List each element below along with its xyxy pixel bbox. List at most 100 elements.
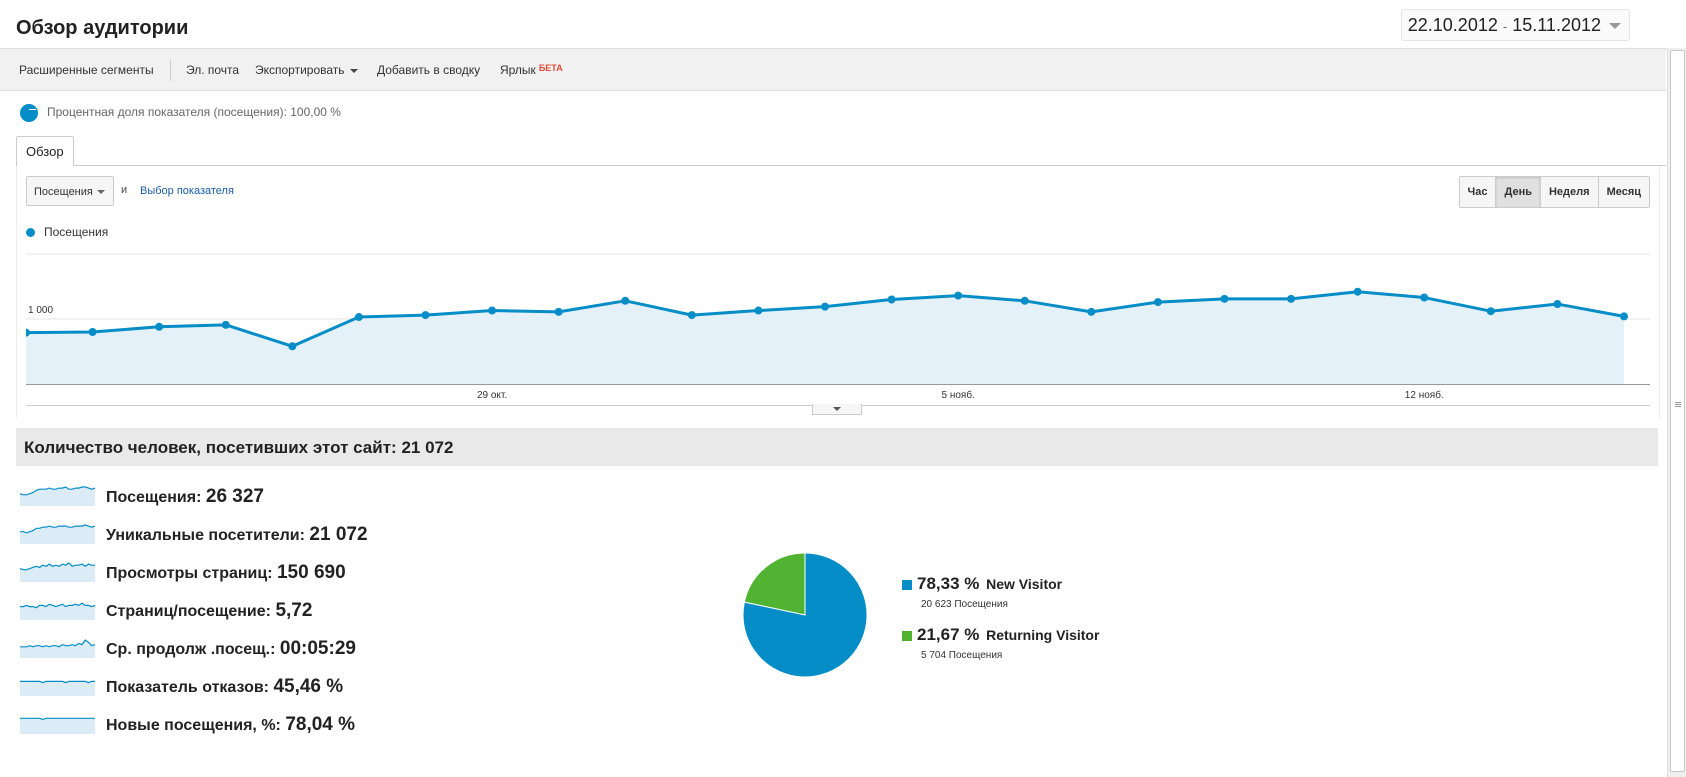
sparkline-line xyxy=(20,602,96,609)
scroll-thumb[interactable] xyxy=(1670,50,1685,772)
sparkline-area xyxy=(20,487,95,506)
data-point xyxy=(554,307,563,316)
visits-line-chart[interactable]: 2 000 1 000 29 окт. 5 нояб. 12 нояб. xyxy=(26,248,1650,408)
sparkline-area xyxy=(20,640,95,658)
vertical-scrollbar[interactable] xyxy=(1667,48,1686,777)
legend-new-name: New Visitor xyxy=(986,576,1063,592)
visitor-type-pie-chart[interactable] xyxy=(740,550,870,680)
data-point xyxy=(288,342,297,351)
legend-swatch-returning xyxy=(902,631,912,641)
shortcut-label: Ярлык xyxy=(500,63,536,77)
sparkline-line xyxy=(20,639,96,648)
stat-text: Уникальные посетители: 21 072 xyxy=(106,524,368,546)
chart-panel xyxy=(16,166,1660,418)
data-point xyxy=(687,311,696,320)
data-point xyxy=(1087,307,1096,316)
x-tick-label: 5 нояб. xyxy=(941,389,974,401)
stat-label: Показатель отказов: xyxy=(106,679,269,696)
title-bar: Обзор аудитории 22.10.2012 - 15.11.2012 xyxy=(0,0,1666,48)
stat-value: 00:05:29 xyxy=(279,638,356,659)
data-point xyxy=(1153,298,1162,307)
data-point xyxy=(954,291,963,300)
people-summary: Количество человек, посетивших этот сайт… xyxy=(24,438,453,458)
legend-dot-icon xyxy=(26,228,35,237)
period-week-button[interactable]: Неделя xyxy=(1541,177,1599,207)
x-tick-label: 29 окт. xyxy=(477,390,507,401)
sparkline-chart xyxy=(20,639,96,658)
data-point xyxy=(621,296,630,305)
legend-new-percent: 78,33 % New Visitor xyxy=(917,574,1063,593)
sparkline-chart xyxy=(20,717,95,734)
email-button[interactable]: Эл. почта xyxy=(186,63,240,77)
data-point xyxy=(1220,294,1229,303)
data-point xyxy=(1020,296,1029,305)
sparkline-chart xyxy=(20,562,95,582)
date-start: 22.10.2012 xyxy=(1407,15,1498,35)
chart-collapse-handle[interactable] xyxy=(812,404,862,415)
stat-value: 5,72 xyxy=(275,600,313,621)
stat-label: Ср. продолж .посещ.: xyxy=(106,641,276,658)
pie-slice-returning-visitor xyxy=(743,552,806,616)
x-tick-label: 12 нояб. xyxy=(1405,389,1444,401)
stat-label: Посещения: xyxy=(106,489,202,506)
data-point xyxy=(1553,300,1562,309)
date-range-picker[interactable]: 22.10.2012 - 15.11.2012 xyxy=(1400,9,1630,41)
people-value: 21 072 xyxy=(401,438,454,457)
caret-down-icon xyxy=(349,68,358,73)
sparkline-chart xyxy=(20,680,95,696)
series-area xyxy=(26,291,1624,384)
metric-note-text: Процентная доля показателя (посещения): … xyxy=(47,105,341,120)
data-point xyxy=(1287,294,1296,303)
stat-value: 150 690 xyxy=(276,562,346,583)
page-title: Обзор аудитории xyxy=(16,17,189,39)
chevron-down-icon xyxy=(1609,23,1621,29)
pie-slice-new-visitor xyxy=(742,552,868,678)
metric-select[interactable]: Посещения xyxy=(26,176,114,206)
data-point xyxy=(754,306,763,315)
stat-text: Показатель отказов: 45,46 % xyxy=(106,676,343,698)
choose-metric-link[interactable]: Выбор показателя xyxy=(140,185,234,197)
y-tick-label: 1 000 xyxy=(28,305,53,316)
data-point xyxy=(887,295,896,304)
period-day-button[interactable]: День xyxy=(1496,177,1541,207)
export-label: Экспортировать xyxy=(255,63,345,77)
advanced-segments-button[interactable]: Расширенные сегменты xyxy=(19,63,154,77)
report-toolbar: Расширенные сегменты Эл. почта Экспортир… xyxy=(0,48,1666,91)
stat-value: 45,46 % xyxy=(273,676,344,697)
data-point xyxy=(1486,307,1495,316)
date-end: 15.11.2012 xyxy=(1512,15,1601,35)
stat-label: Новые посещения, %: xyxy=(106,717,281,734)
add-to-dashboard-button[interactable]: Добавить в сводку xyxy=(377,63,481,77)
sparkline-line xyxy=(20,680,95,684)
data-point xyxy=(421,311,430,320)
stat-text: Ср. продолж .посещ.: 00:05:29 xyxy=(106,638,356,660)
sparkline-line xyxy=(20,486,96,496)
and-label: и xyxy=(121,184,128,196)
period-month-button[interactable]: Месяц xyxy=(1606,186,1641,198)
sparkline-line xyxy=(20,524,96,534)
stat-text: Посещения: 26 327 xyxy=(106,486,264,508)
beta-badge: БЕТА xyxy=(538,63,563,73)
metric-percentage-note: Процентная доля показателя (посещения): … xyxy=(20,104,341,122)
data-point xyxy=(1620,312,1628,321)
export-button[interactable]: Экспортировать xyxy=(255,63,358,77)
y-tick-label: 2 000 xyxy=(28,248,53,251)
sparkline-area xyxy=(20,525,95,544)
legend-returning-name: Returning Visitor xyxy=(986,627,1100,643)
legend-returning-percent: 21,67 % Returning Visitor xyxy=(917,625,1100,644)
sparkline-line xyxy=(20,562,95,571)
data-point xyxy=(88,328,97,336)
period-hour-button[interactable]: Час xyxy=(1460,177,1497,207)
legend-swatch-new xyxy=(902,580,912,590)
people-summary-bar: Количество человек, посетивших этот сайт… xyxy=(16,428,1658,466)
stat-value: 78,04 % xyxy=(285,714,356,735)
shortcut-button[interactable]: Ярлык БЕТА xyxy=(500,63,563,77)
sparkline-chart xyxy=(20,486,96,506)
stat-value: 26 327 xyxy=(205,486,264,507)
data-point xyxy=(354,313,363,322)
sparkline-area xyxy=(20,718,95,734)
tab-overview[interactable]: Обзор xyxy=(16,136,74,166)
data-point xyxy=(26,328,30,337)
metric-select-value: Посещения xyxy=(34,186,93,198)
legend-label: Посещения xyxy=(44,225,109,239)
